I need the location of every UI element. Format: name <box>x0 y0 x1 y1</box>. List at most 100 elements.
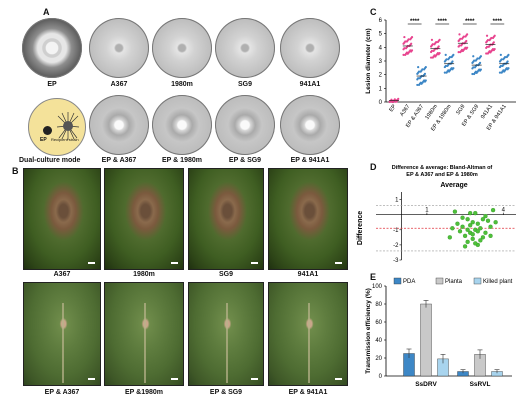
plate-label: EP & A367 <box>101 157 137 164</box>
panel-letter-d: D <box>370 162 377 172</box>
y-tick-label: -1 <box>393 228 399 234</box>
data-point <box>475 221 480 226</box>
data-point <box>420 82 423 85</box>
data-point <box>468 223 473 228</box>
scale-bar <box>335 378 342 380</box>
dual-culture-schematic: EP Recipient strain <box>28 98 86 156</box>
data-point <box>410 50 413 53</box>
data-point <box>416 72 419 75</box>
data-point <box>465 217 470 222</box>
data-point <box>444 53 447 56</box>
data-point <box>505 55 508 59</box>
data-point <box>458 33 461 36</box>
data-point <box>478 69 482 72</box>
data-point <box>492 49 495 52</box>
data-point <box>498 60 502 63</box>
data-point <box>470 220 475 225</box>
data-point <box>461 49 464 53</box>
x-tick-label: 1 <box>425 208 429 214</box>
data-point <box>446 64 449 68</box>
data-point <box>465 239 470 245</box>
leaf-photo <box>188 282 264 386</box>
x-tick-label: EP <box>389 103 398 113</box>
data-point <box>478 57 481 60</box>
ep-colony-dot <box>43 126 52 135</box>
scale-bar <box>171 378 178 380</box>
leaf-photo-label: EP & A367 <box>44 389 80 396</box>
dual-culture-label: Dual-culture mode <box>19 157 81 164</box>
scale-bar <box>251 378 258 380</box>
data-point <box>459 51 462 54</box>
panel-d-title-2: EP & A367 and EP & 1980m <box>406 172 478 178</box>
data-point <box>506 68 509 71</box>
data-point <box>489 51 492 54</box>
data-point <box>470 236 475 241</box>
data-point <box>402 48 405 51</box>
y-tick-label: -2 <box>393 243 399 249</box>
data-point <box>455 221 460 226</box>
panel-d-ylabel: Difference <box>357 211 364 245</box>
leaf-photo-label: EP & 941A1 <box>288 389 328 396</box>
data-point <box>443 71 446 74</box>
dual-culture-plate <box>152 95 212 155</box>
x-tick-label: SsDRV <box>415 381 437 388</box>
data-point <box>493 220 498 225</box>
data-point <box>450 55 453 59</box>
leaf-midrib <box>62 303 64 383</box>
recipient-mycelium-icon <box>56 112 80 140</box>
data-point <box>429 50 433 54</box>
legend-label: Planta <box>445 279 463 285</box>
legend-swatch <box>393 277 402 285</box>
plate-label: 1980m <box>171 81 193 88</box>
data-point <box>431 56 434 59</box>
data-point <box>447 58 450 61</box>
significance-label: **** <box>438 19 448 25</box>
data-point <box>473 72 476 76</box>
data-point <box>462 233 468 238</box>
panel-e-ylabel: Transmission efficiency (%) <box>365 288 372 374</box>
data-point <box>498 65 502 69</box>
data-point <box>485 52 488 55</box>
data-point <box>432 49 435 53</box>
leaf-photo-label: 1980m <box>133 271 155 278</box>
significance-label: **** <box>410 19 420 25</box>
data-point <box>448 70 451 73</box>
culture-plate <box>89 18 149 78</box>
data-point <box>451 68 454 71</box>
culture-plate <box>22 18 82 78</box>
leaf-photo <box>188 168 264 270</box>
data-point <box>404 47 408 50</box>
y-tick-label: 3 <box>379 59 383 65</box>
leaf-photo-label: 941A1 <box>297 271 319 278</box>
x-tick-label: SG9 <box>455 104 466 116</box>
y-tick-label: 0 <box>379 374 383 380</box>
y-tick-label: 20 <box>375 356 382 362</box>
data-point <box>417 66 420 69</box>
schematic-ep-label: EP <box>40 137 47 143</box>
panel-letter-a: A <box>43 7 50 17</box>
y-tick-label: 5 <box>379 32 383 38</box>
data-point <box>478 226 483 231</box>
data-point <box>464 35 467 38</box>
data-point <box>404 53 407 56</box>
data-point <box>470 232 475 237</box>
plate-label: 941A1 <box>299 81 321 88</box>
data-point <box>437 53 440 56</box>
data-point <box>409 38 412 41</box>
data-point <box>443 65 446 69</box>
data-point <box>457 45 460 48</box>
data-point <box>457 51 460 54</box>
panel-c-ylabel: Lesion diameter (cm) <box>365 28 372 93</box>
data-point <box>485 34 489 37</box>
plate-label: A367 <box>110 81 128 88</box>
data-point <box>436 40 439 44</box>
data-point <box>402 42 405 45</box>
data-point <box>487 45 490 48</box>
data-point <box>457 39 460 43</box>
data-point <box>423 80 427 83</box>
y-tick-label: 1 <box>395 198 399 204</box>
data-point <box>429 45 433 48</box>
data-point <box>447 235 452 240</box>
